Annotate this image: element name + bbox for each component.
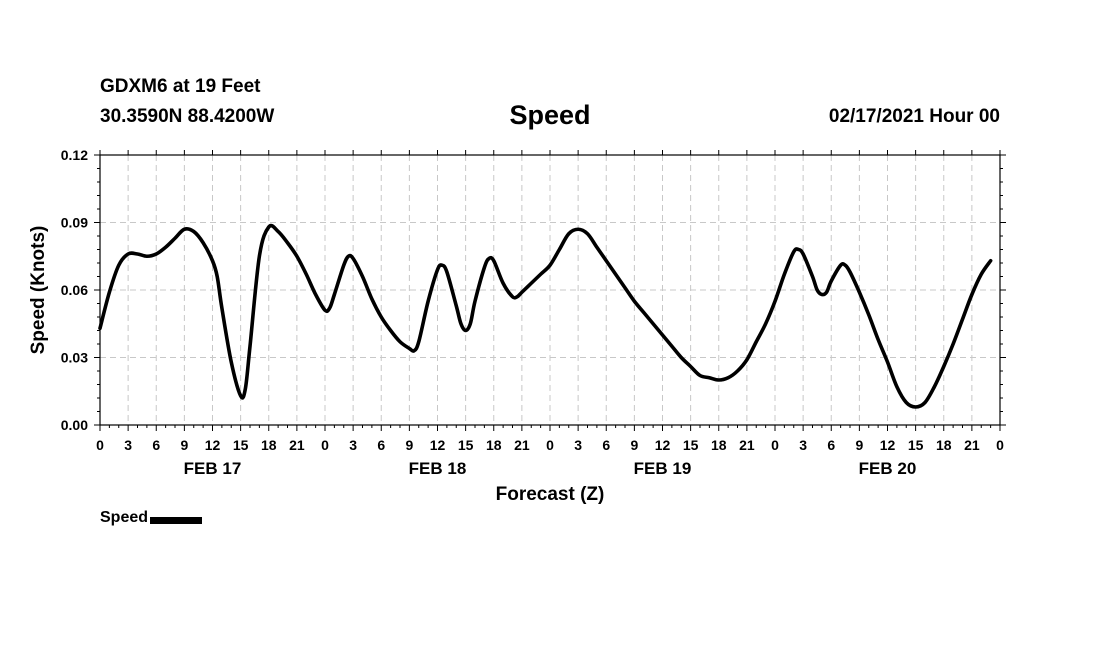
x-tick-label: 12 [880, 437, 896, 453]
y-tick-label: 0.09 [61, 215, 88, 231]
x-tick-label: 18 [711, 437, 727, 453]
x-tick-label: 15 [908, 437, 924, 453]
y-tick-label: 0.06 [61, 282, 88, 298]
grid-lines [100, 155, 1000, 425]
x-tick-label: 0 [96, 437, 104, 453]
chart-title: Speed [509, 100, 591, 130]
x-tick-label: 9 [405, 437, 413, 453]
x-tick-label: 15 [233, 437, 249, 453]
series-layer [98, 223, 993, 409]
x-tick-label: 3 [349, 437, 357, 453]
x-tick-label: 9 [180, 437, 188, 453]
x-tick-label: 0 [546, 437, 554, 453]
x-tick-label: 3 [124, 437, 132, 453]
x-tick-label: 6 [152, 437, 160, 453]
x-tick-label: 12 [205, 437, 221, 453]
forecast-datetime: 02/17/2021 Hour 00 [828, 106, 1000, 127]
x-tick-label: 6 [827, 437, 835, 453]
x-tick-label: 12 [655, 437, 671, 453]
y-tick-label: 0.03 [61, 350, 88, 366]
legend: Speed [100, 509, 203, 527]
legend-label: Speed [100, 509, 149, 526]
x-tick-label: 9 [630, 437, 638, 453]
x-tick-label: 21 [289, 437, 305, 453]
station-label: GDXM6 at 19 Feet [100, 76, 261, 97]
x-tick-label: 12 [430, 437, 446, 453]
day-label: FEB 20 [859, 459, 917, 478]
legend-swatch [150, 516, 203, 524]
x-tick-label: 3 [574, 437, 582, 453]
x-tick-label: 6 [602, 437, 610, 453]
x-tick-label: 9 [855, 437, 863, 453]
x-tick-label: 21 [739, 437, 755, 453]
day-label: FEB 18 [409, 459, 467, 478]
x-tick-label: 18 [936, 437, 952, 453]
x-tick-label: 3 [799, 437, 807, 453]
axis-labels: 0.00 0.03 0.06 0.09 0.12 0 3 6 9 12 15 18 21 0 3 6 9 12 15… [61, 147, 1004, 478]
speed-series-line [98, 223, 993, 409]
x-tick-label: 15 [458, 437, 474, 453]
x-tick-label: 0 [771, 437, 779, 453]
x-tick-label: 0 [321, 437, 329, 453]
x-tick-label: 21 [514, 437, 530, 453]
x-tick-label: 18 [261, 437, 277, 453]
x-tick-label: 0 [996, 437, 1004, 453]
x-tick-label: 21 [964, 437, 980, 453]
y-tick-label: 0.12 [61, 147, 88, 163]
day-label: FEB 19 [634, 459, 692, 478]
x-tick-label: 18 [486, 437, 502, 453]
x-tick-label: 15 [683, 437, 699, 453]
y-axis-title: Speed (Knots) [28, 226, 49, 355]
day-label: FEB 17 [184, 459, 242, 478]
x-axis-title: Forecast (Z) [496, 484, 605, 505]
x-tick-label: 6 [377, 437, 385, 453]
coordinates-label: 30.3590N 88.4200W [100, 106, 275, 127]
y-tick-label: 0.00 [61, 417, 88, 433]
axis-ticks [94, 150, 1006, 431]
